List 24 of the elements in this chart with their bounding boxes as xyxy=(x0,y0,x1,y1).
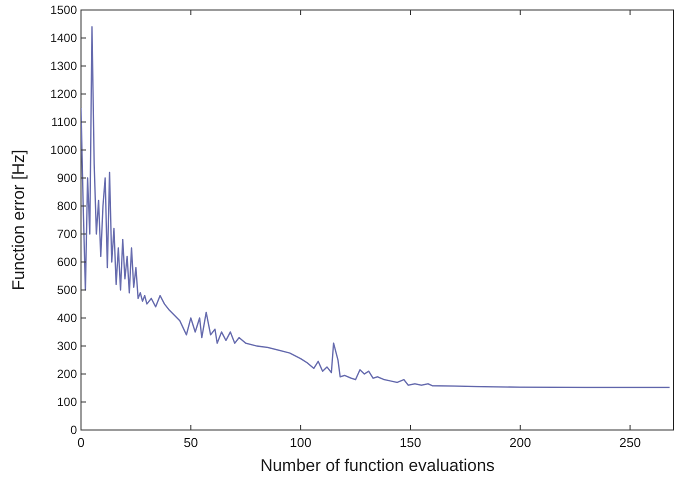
y-tick-label: 400 xyxy=(56,311,78,325)
y-tick-label: 100 xyxy=(56,395,78,409)
y-tick-label: 800 xyxy=(56,199,78,213)
y-tick-label: 1500 xyxy=(50,3,78,17)
x-tick-label: 150 xyxy=(400,435,422,450)
y-tick-label: 1000 xyxy=(50,143,78,157)
y-tick-label: 0 xyxy=(70,423,78,437)
x-tick-label: 200 xyxy=(509,435,532,450)
y-tick-label: 300 xyxy=(56,339,78,353)
line-series xyxy=(81,26,670,388)
x-axis-title: Number of function evaluations xyxy=(260,456,495,475)
y-tick-label: 900 xyxy=(56,171,78,185)
y-tick-label: 200 xyxy=(56,367,78,381)
x-tick-label: 100 xyxy=(290,435,312,450)
y-tick-label: 500 xyxy=(56,283,78,297)
x-tick-label: 50 xyxy=(184,435,198,450)
y-tick-label: 1100 xyxy=(51,115,78,129)
y-axis-title: Function error [Hz] xyxy=(9,150,28,290)
y-tick-label: 700 xyxy=(56,227,78,241)
y-tick-label: 1300 xyxy=(50,59,78,73)
y-tick-label: 600 xyxy=(56,255,78,269)
x-tick-label: 250 xyxy=(619,435,641,450)
y-tick-label: 1200 xyxy=(50,87,78,101)
y-tick-label: 1400 xyxy=(50,31,78,45)
